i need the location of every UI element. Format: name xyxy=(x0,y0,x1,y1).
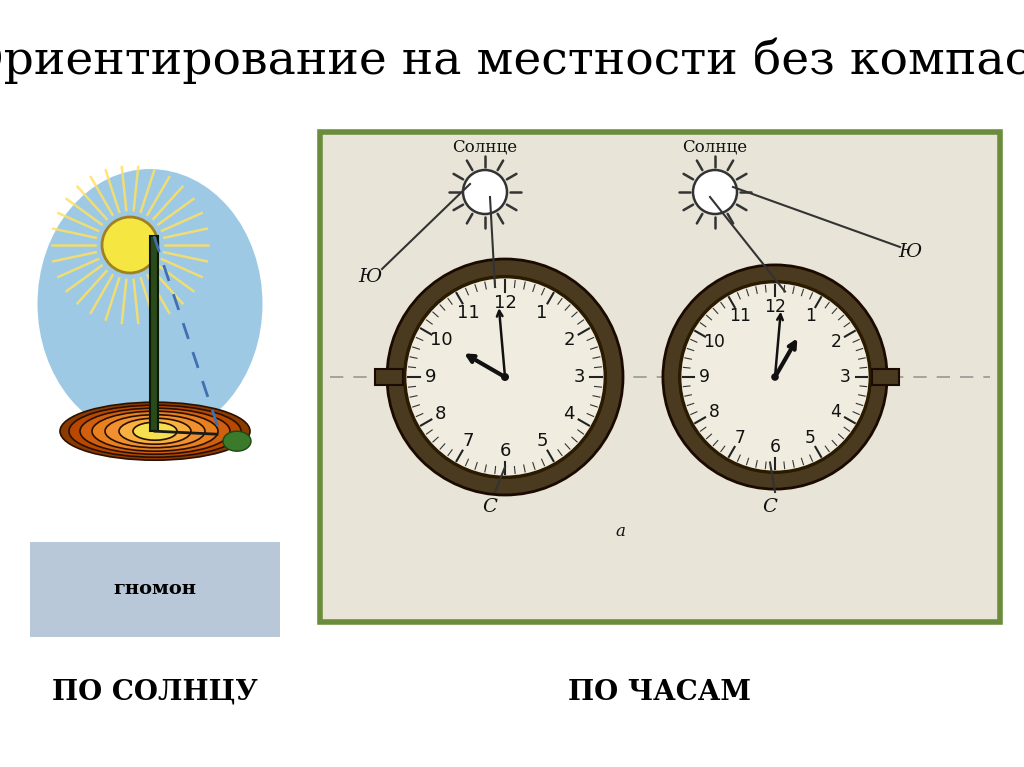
Text: Солнце: Солнце xyxy=(453,138,517,155)
Circle shape xyxy=(771,374,779,380)
Text: 9: 9 xyxy=(425,368,437,386)
Circle shape xyxy=(680,282,870,472)
Text: 10: 10 xyxy=(703,333,725,351)
Circle shape xyxy=(406,277,605,477)
Ellipse shape xyxy=(69,405,241,457)
Text: Солнце: Солнце xyxy=(682,138,748,155)
Ellipse shape xyxy=(133,422,177,440)
Circle shape xyxy=(663,265,887,489)
Bar xyxy=(375,369,403,385)
Ellipse shape xyxy=(60,402,250,460)
Text: ПО ЧАСАМ: ПО ЧАСАМ xyxy=(568,679,752,706)
Text: 10: 10 xyxy=(430,331,453,349)
Circle shape xyxy=(102,217,158,273)
Text: 1: 1 xyxy=(805,307,816,325)
Bar xyxy=(150,236,158,431)
Text: 2: 2 xyxy=(563,331,574,349)
Text: С: С xyxy=(763,498,777,516)
Ellipse shape xyxy=(223,431,251,451)
Text: а: а xyxy=(615,524,625,541)
Text: 7: 7 xyxy=(462,432,474,450)
Text: 11: 11 xyxy=(457,304,479,322)
Circle shape xyxy=(501,373,509,381)
Text: 3: 3 xyxy=(573,368,585,386)
Text: 6: 6 xyxy=(769,438,780,456)
Circle shape xyxy=(693,170,737,214)
Ellipse shape xyxy=(80,408,230,454)
Text: гномон: гномон xyxy=(114,580,197,598)
Text: 4: 4 xyxy=(563,405,574,423)
Text: 12: 12 xyxy=(764,298,786,316)
Text: Ю: Ю xyxy=(898,243,922,261)
Text: Ориентирование на местности без компаса: Ориентирование на местности без компаса xyxy=(0,37,1024,84)
Ellipse shape xyxy=(38,169,262,439)
Bar xyxy=(871,370,898,384)
Text: 5: 5 xyxy=(537,432,548,450)
Text: 1: 1 xyxy=(537,304,548,322)
Circle shape xyxy=(403,275,607,479)
Text: 2: 2 xyxy=(830,333,842,351)
Ellipse shape xyxy=(92,411,218,451)
Bar xyxy=(30,147,280,637)
Circle shape xyxy=(387,259,623,495)
Text: 3: 3 xyxy=(840,368,851,386)
Text: 12: 12 xyxy=(494,294,516,312)
Text: ПО СОЛНЦУ: ПО СОЛНЦУ xyxy=(52,679,258,706)
Circle shape xyxy=(463,170,507,214)
Text: 6: 6 xyxy=(500,442,511,460)
Text: Ю: Ю xyxy=(358,268,382,286)
Text: 11: 11 xyxy=(729,307,751,325)
Text: 8: 8 xyxy=(709,403,720,421)
Ellipse shape xyxy=(119,418,191,444)
Ellipse shape xyxy=(105,415,205,448)
Circle shape xyxy=(678,280,871,474)
Text: 7: 7 xyxy=(734,429,745,447)
Text: 8: 8 xyxy=(435,405,446,423)
FancyBboxPatch shape xyxy=(319,132,1000,622)
Text: С: С xyxy=(482,498,498,516)
Text: 5: 5 xyxy=(805,429,815,447)
Text: 4: 4 xyxy=(830,403,842,421)
Text: 9: 9 xyxy=(699,368,711,386)
Bar xyxy=(30,542,280,637)
